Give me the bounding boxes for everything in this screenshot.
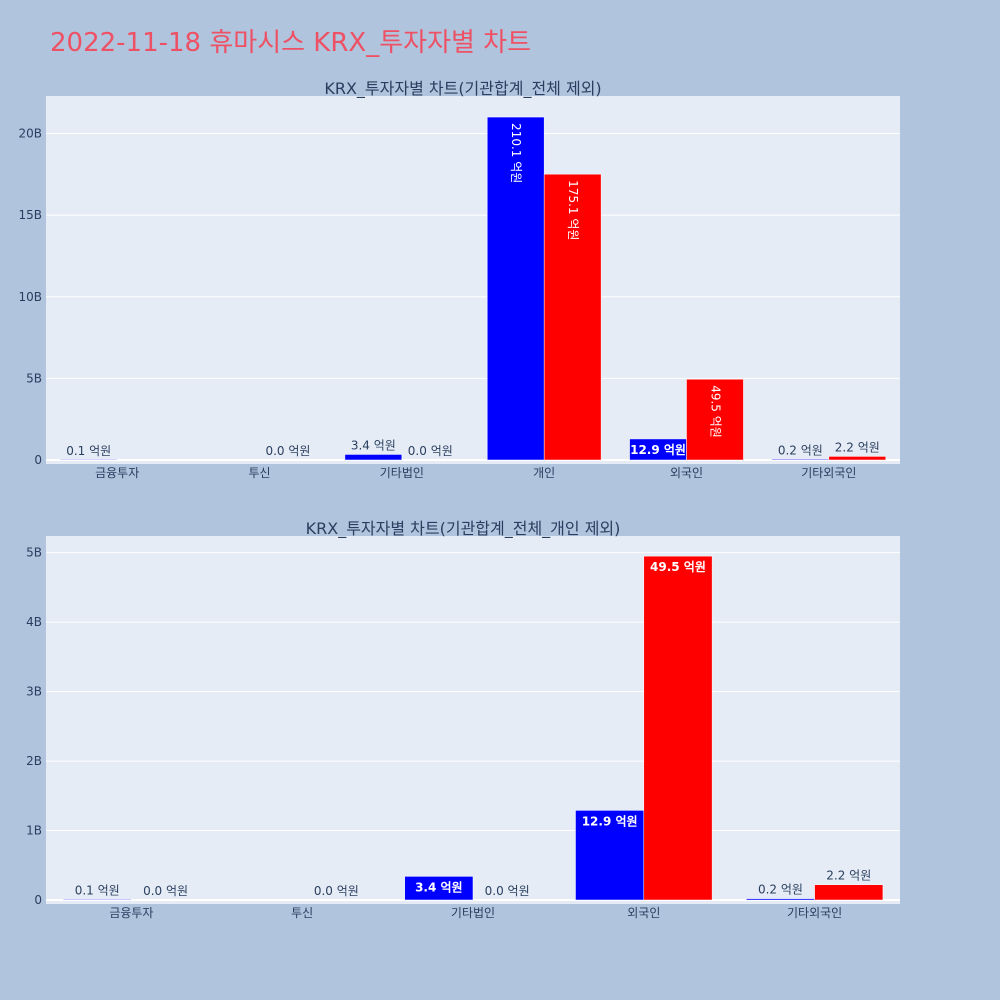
data-label: 0.0 억원	[265, 444, 310, 458]
bar	[543, 173, 602, 461]
x-tick-label: 외국인	[670, 466, 703, 480]
y-tick-label: 4B	[26, 615, 42, 629]
chart-title: KRX_투자자별 차트(기관합계_전체_개인 제외)	[306, 519, 621, 539]
y-tick-label: 5B	[26, 371, 42, 385]
bar	[814, 884, 884, 901]
y-tick-label: 5B	[26, 546, 42, 560]
bar	[575, 810, 645, 901]
y-tick-label: 2B	[26, 754, 42, 768]
bar	[643, 555, 713, 901]
data-label: 2.2 억원	[835, 440, 880, 454]
data-label: 12.9 억원	[582, 814, 638, 828]
x-tick-label: 금융투자	[109, 906, 153, 920]
bar	[344, 454, 403, 461]
data-label: 49.5 억원	[650, 560, 706, 574]
y-tick-label: 0	[34, 453, 42, 467]
y-tick-label: 3B	[26, 685, 42, 699]
page-title: 2022-11-18 휴마시스 KRX_투자자별 차트	[50, 28, 532, 58]
chart-title: KRX_투자자별 차트(기관합계_전체 제외)	[324, 79, 601, 99]
data-label: 3.4 억원	[415, 880, 463, 894]
y-tick-label: 0	[34, 893, 42, 907]
plot-area	[46, 536, 900, 904]
bar	[828, 456, 887, 461]
x-tick-label: 기타외국인	[787, 906, 842, 920]
bar	[686, 378, 744, 461]
chart-2: 0 1B 2B 3B 4B 5B KRX_투자자별 차트(기관합계_전체_개인 제외) 금융투…	[26, 519, 900, 920]
bar	[404, 876, 474, 901]
x-tick-label: 금융투자	[95, 466, 139, 480]
x-tick-label: 개인	[533, 466, 555, 480]
bar	[62, 899, 132, 901]
data-label: 0.2 억원	[778, 444, 823, 458]
data-label: 0.0 억원	[408, 444, 453, 458]
y-tick-label: 1B	[26, 824, 42, 838]
data-label: 49.5 억원	[708, 385, 722, 438]
chart-1: 0 5B 10B 15B 20B KRX_투자자별 차트(기관합계_전체 제외) 금융투자 0…	[18, 79, 900, 480]
x-tick-label: 투신	[248, 466, 270, 480]
x-tick-label: 기타법인	[451, 906, 495, 920]
plot-area	[46, 96, 900, 464]
data-label: 0.2 억원	[758, 883, 803, 897]
data-label: 0.0 억원	[143, 884, 188, 898]
x-tick-label: 기타외국인	[801, 466, 856, 480]
data-label: 210.1 억원	[509, 123, 523, 183]
data-label: 0.1 억원	[66, 444, 111, 458]
data-label: 0.1 억원	[75, 883, 120, 897]
data-label: 0.0 억원	[485, 884, 530, 898]
x-tick-label: 기타법인	[380, 466, 424, 480]
x-tick-label: 외국인	[627, 906, 660, 920]
data-label: 0.0 억원	[314, 884, 359, 898]
data-label: 12.9 억원	[630, 443, 686, 457]
data-label: 175.1 억원	[566, 180, 580, 240]
x-tick-label: 투신	[291, 906, 313, 920]
y-tick-label: 15B	[18, 208, 42, 222]
data-label: 3.4 억원	[351, 438, 396, 452]
y-tick-label: 10B	[18, 290, 42, 304]
bar	[746, 898, 815, 901]
data-label: 2.2 억원	[826, 869, 871, 883]
bar	[486, 116, 545, 461]
y-tick-label: 20B	[18, 127, 42, 141]
